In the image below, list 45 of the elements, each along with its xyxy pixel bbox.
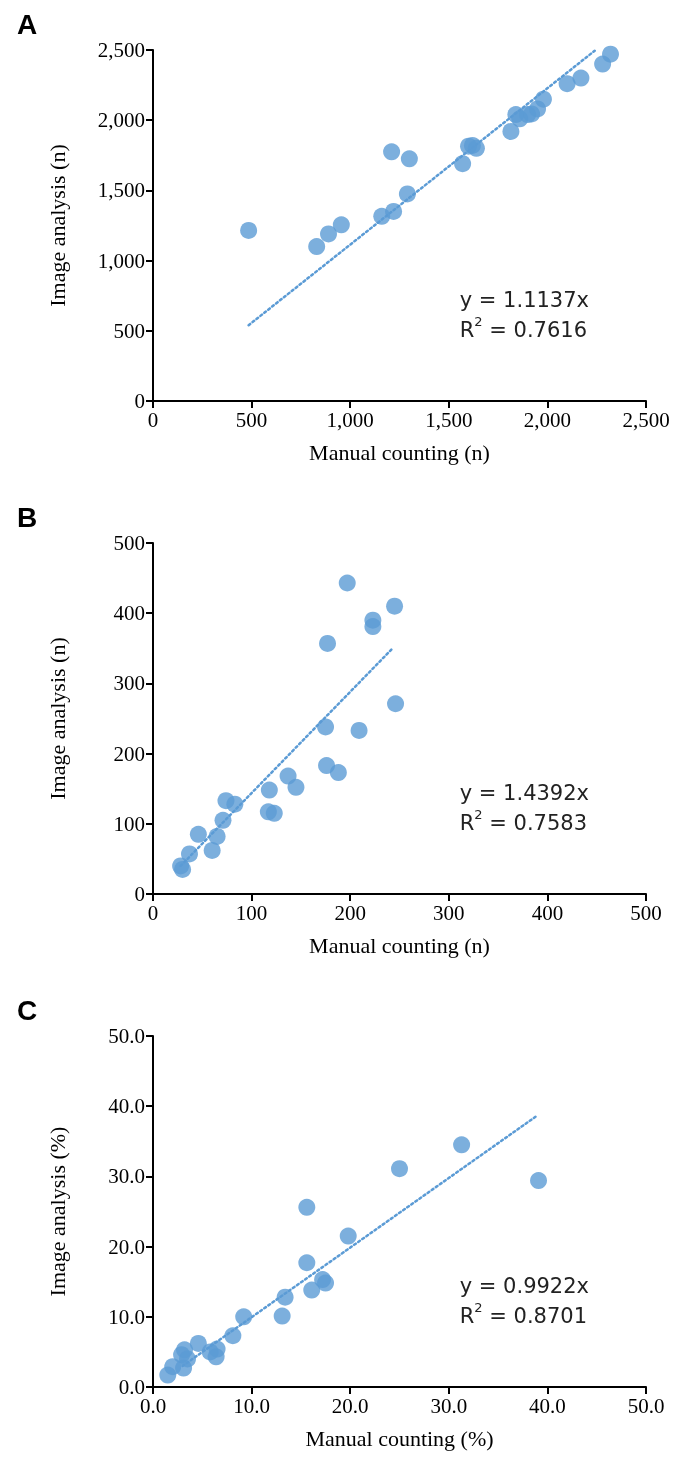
- y-tick-label: 2,000: [97, 108, 145, 133]
- y-tick-label: 20.0: [108, 1234, 145, 1259]
- x-tick-label: 400: [531, 900, 564, 925]
- x-tick-label: 100: [235, 900, 268, 925]
- y-tick-label: 0.0: [118, 1375, 145, 1399]
- x-tick-label: 300: [433, 900, 465, 925]
- x-axis-title: Manual counting (n): [309, 439, 490, 465]
- chart-title: B: [17, 501, 38, 533]
- x-tick-label: 1,500: [425, 407, 473, 432]
- x-tick-label: 500: [630, 900, 662, 925]
- annotation: y = 1.1137x: [459, 288, 589, 312]
- x-axis-title: Manual counting (n): [309, 932, 490, 958]
- x-tick-label: 1,000: [326, 407, 374, 432]
- x-tick-label: 2,500: [622, 407, 670, 432]
- y-tick-label: 40.0: [108, 1094, 145, 1119]
- y-tick-label: 500: [113, 531, 145, 555]
- y-tick-label: 10.0: [108, 1304, 145, 1329]
- x-tick-label: 500: [235, 407, 268, 432]
- y-tick-label: 500: [113, 318, 145, 343]
- x-tick-label: 30.0: [430, 1393, 468, 1418]
- y-axis-title: Image analysis (%): [44, 1126, 70, 1297]
- y-tick-label: 0: [134, 389, 145, 413]
- y-tick-label: 200: [113, 741, 145, 766]
- y-axis-title: Image analysis (n): [44, 637, 70, 800]
- y-tick-label: 30.0: [108, 1164, 145, 1189]
- y-tick-label: 2,500: [97, 38, 145, 62]
- x-tick-label: 200: [334, 900, 366, 925]
- y-tick-label: 400: [113, 601, 145, 626]
- y-tick-label: 100: [113, 811, 145, 836]
- annotation: y = 0.9922x: [459, 1274, 589, 1298]
- y-tick-label: 1,500: [97, 178, 145, 203]
- y-tick-label: 0: [134, 882, 145, 906]
- x-axis-title: Manual counting (%): [305, 1425, 494, 1451]
- y-axis-title: Image analysis (n): [44, 144, 70, 307]
- x-tick-label: 40.0: [529, 1393, 566, 1418]
- x-tick-label: 10.0: [233, 1393, 270, 1418]
- x-tick-label: 20.0: [331, 1393, 369, 1418]
- y-tick-label: 1,000: [97, 248, 145, 273]
- x-tick-label: 50.0: [627, 1393, 665, 1418]
- chart-title: C: [17, 994, 38, 1026]
- y-tick-label: 50.0: [108, 1024, 145, 1048]
- annotation: y = 1.4392x: [459, 781, 589, 805]
- x-tick-label: 2,000: [523, 407, 572, 432]
- chart-title: A: [17, 8, 38, 40]
- y-tick-label: 300: [113, 671, 145, 696]
